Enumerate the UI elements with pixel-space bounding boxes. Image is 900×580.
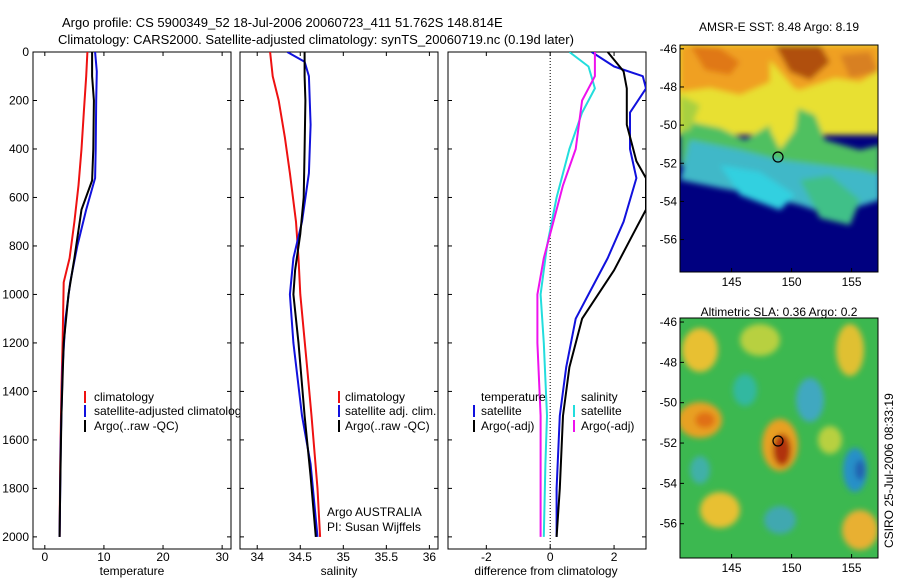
series-line-salinity-argo-adj <box>536 52 596 537</box>
temperature-legend: climatology satellite-adjusted climatolo… <box>84 390 247 433</box>
temperature-xlabel: temperature <box>100 564 165 578</box>
x-tick-label: 0 <box>547 550 554 564</box>
x-tick-label: 20 <box>156 550 170 564</box>
series-line-temperature-satellite <box>555 52 646 537</box>
series-line-argo-raw-qc <box>292 52 317 537</box>
x-tick-label: 34 <box>251 550 265 564</box>
x-tick-label: 145 <box>722 561 742 575</box>
y-tick-label: -54 <box>660 194 678 208</box>
legend-label-sal-argo: Argo(-adj) <box>581 419 634 433</box>
series-line-argo-raw-qc <box>58 52 95 537</box>
sst-map-ticks: 145 150 155 -46 -48 -50 -52 -54 -56 <box>660 42 862 289</box>
x-tick-label: 35 <box>337 550 351 564</box>
y-tick-label: -52 <box>660 156 678 170</box>
legend-label-temp-argo: Argo(-adj) <box>481 419 534 433</box>
y-tick-label: 0 <box>22 45 29 59</box>
salinity-axes-frame <box>239 51 439 550</box>
temperature-ticks: 0 10 20 30 0 200 400 600 800 1000 1200 1400 1600 1800… <box>2 45 231 564</box>
legend-label-satellite: satellite-adjusted climatology <box>94 404 247 418</box>
y-tick-label: 1600 <box>2 433 29 447</box>
temperature-series <box>58 52 98 537</box>
y-tick-label: 1200 <box>2 336 29 350</box>
legend-label-satellite: satellite adj. clim. <box>345 404 436 418</box>
y-tick-label: 1400 <box>2 384 29 398</box>
sla-map-ticks: 145 150 155 -46 -48 -50 -52 -54 -56 <box>660 315 862 575</box>
y-tick-label: 1800 <box>2 481 29 495</box>
difference-xlabel: difference from climatology <box>474 564 617 578</box>
y-tick-label: -50 <box>660 118 678 132</box>
y-tick-label: 800 <box>9 239 29 253</box>
y-tick-label: -56 <box>660 233 678 247</box>
temperature-axes-frame <box>32 51 232 550</box>
sla-heatmap <box>680 318 878 558</box>
y-tick-label: -54 <box>660 476 678 490</box>
x-tick-label: 10 <box>97 550 111 564</box>
credit-timestamp: CSIRO 25-Jul-2006 08:33:19 <box>882 393 896 548</box>
legend-label-argo: Argo(..raw -QC) <box>94 419 179 433</box>
y-tick-label: -46 <box>660 42 678 56</box>
x-tick-label: 150 <box>782 275 802 289</box>
y-tick-label: 400 <box>9 142 29 156</box>
series-line-satellite-adj-clim <box>286 52 319 537</box>
legend-label-temp-satellite: satellite <box>481 404 522 418</box>
y-tick-label: -56 <box>660 517 678 531</box>
y-tick-label: -46 <box>660 315 678 329</box>
y-tick-label: 600 <box>9 190 29 204</box>
x-tick-label: -2 <box>481 550 492 564</box>
sla-map-title: Altimetric SLA: 0.36 Argo: 0.2 <box>701 305 858 319</box>
salinity-legend: climatology satellite adj. clim. Argo(..… <box>338 390 436 433</box>
legend-label-climatology: climatology <box>345 390 405 404</box>
legend-title-salinity: salinity <box>581 390 618 404</box>
x-tick-label: 155 <box>842 275 862 289</box>
legend-label-sal-satellite: satellite <box>581 404 622 418</box>
y-tick-label: -48 <box>660 355 678 369</box>
salinity-series <box>269 52 322 537</box>
figure-title-line2: Climatology: CARS2000. Satellite-adjuste… <box>58 32 574 47</box>
figure-title-line1: Argo profile: CS 5900349_52 18-Jul-2006 … <box>62 15 503 30</box>
sst-map-title: AMSR-E SST: 8.48 Argo: 8.19 <box>699 20 859 34</box>
difference-series <box>536 52 646 537</box>
sst-map-frame <box>679 44 879 273</box>
argo-location-marker <box>772 151 784 163</box>
argo-australia-annotation: Argo AUSTRALIA <box>327 505 422 519</box>
y-tick-label: -50 <box>660 396 678 410</box>
temperature-panel: 0 10 20 30 0 200 400 600 800 1000 1200 1400 1600 1800… <box>2 45 247 578</box>
x-tick-label: 30 <box>215 550 229 564</box>
sla-map-panel: Altimetric SLA: 0.36 Argo: 0.2 <box>660 305 879 575</box>
x-tick-label: 145 <box>722 275 742 289</box>
x-tick-label: 150 <box>782 561 802 575</box>
y-tick-label: -52 <box>660 436 678 450</box>
difference-panel: -2 0 2 difference from climatology tempera… <box>447 51 647 578</box>
series-line-temperature-argo-adj <box>555 52 646 537</box>
sst-heatmap <box>680 45 878 272</box>
salinity-panel: 34 34.5 35 35.5 36 salinity climatology sate… <box>239 51 439 578</box>
sla-map-frame <box>679 317 879 559</box>
pi-annotation: PI: Susan Wijffels <box>327 520 421 534</box>
difference-legend: temperature satellite Argo(-adj) salinit… <box>473 390 634 433</box>
x-tick-label: 0 <box>41 550 48 564</box>
y-tick-label: 200 <box>9 93 29 107</box>
legend-label-argo: Argo(..raw -QC) <box>345 419 430 433</box>
y-tick-label: 2000 <box>2 530 29 544</box>
difference-axes-frame <box>447 51 647 550</box>
x-tick-label: 2 <box>611 550 618 564</box>
sst-map-panel: AMSR-E SST: 8.48 Argo: 8.19 145 150 15 <box>660 20 879 289</box>
y-tick-label: 1000 <box>2 287 29 301</box>
legend-title-temperature: temperature <box>481 390 546 404</box>
x-tick-label: 155 <box>842 561 862 575</box>
x-tick-label: 34.5 <box>289 550 313 564</box>
legend-label-climatology: climatology <box>94 390 154 404</box>
y-tick-label: -48 <box>660 80 678 94</box>
argo-location-marker <box>772 435 784 447</box>
x-tick-label: 35.5 <box>375 550 399 564</box>
series-line-salinity-satellite <box>539 52 596 537</box>
salinity-xlabel: salinity <box>321 564 358 578</box>
x-tick-label: 36 <box>423 550 437 564</box>
salinity-ticks: 34 34.5 35 35.5 36 <box>240 51 438 564</box>
